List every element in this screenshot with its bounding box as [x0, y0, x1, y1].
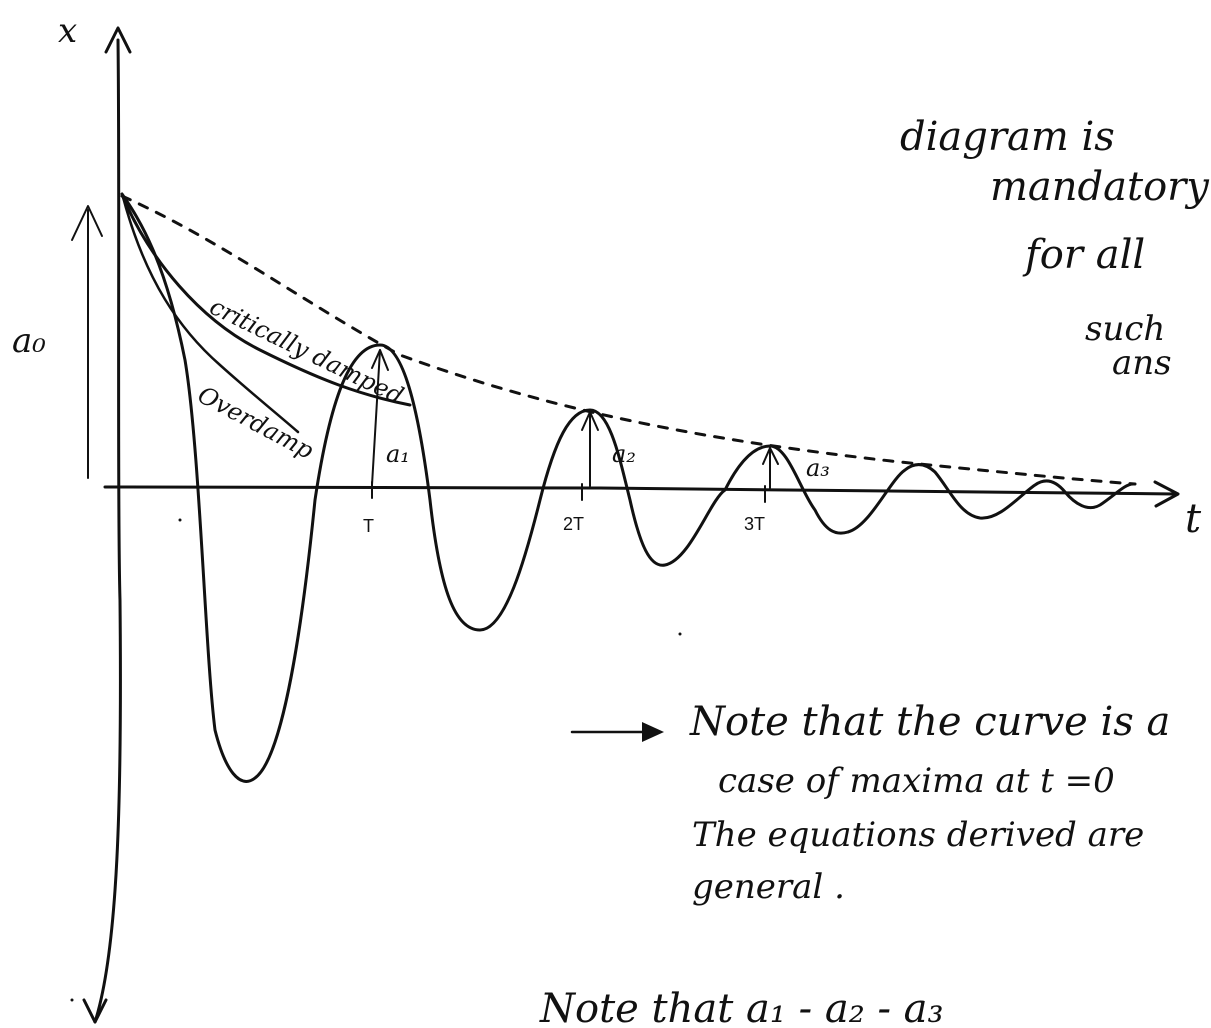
- note-arrow: [570, 722, 664, 742]
- overdamped-curve: [121, 195, 300, 434]
- time-axis: [103, 480, 1180, 508]
- vertical-axis: [82, 26, 132, 1024]
- overdamp-label: Overdamp: [193, 381, 318, 465]
- side-note-line-5: ans: [1112, 343, 1172, 383]
- decay-envelope: [120, 194, 1137, 486]
- underdamped-curve: [120, 192, 1135, 783]
- note-line-4: general .: [692, 867, 845, 907]
- bottom-note: Note that a₁ - a₂ - a₃: [539, 986, 944, 1028]
- tick-label-3T: 3T: [744, 514, 765, 534]
- stray-marks: [70, 518, 682, 1002]
- amplitude-a3-label: a₃: [806, 454, 830, 482]
- amplitude-a0-label: a₀: [12, 321, 46, 361]
- side-note: diagram is mandatory for all such ans: [900, 114, 1210, 383]
- x-axis-label: x: [58, 11, 77, 51]
- note-line-2: case of maxima at t =0: [718, 761, 1115, 801]
- tick-label-2T: 2T: [563, 514, 584, 534]
- amplitude-a2-label: a₂: [612, 440, 636, 468]
- note-block: Note that the curve is a case of maxima …: [689, 699, 1170, 907]
- side-note-line-4: such: [1085, 309, 1165, 349]
- note-line-3: The equations derived are: [692, 815, 1144, 855]
- note-line-1: Note that the curve is a: [689, 699, 1170, 745]
- amplitude-a1-label: a₁: [386, 440, 410, 468]
- tick-label-T: T: [363, 516, 374, 536]
- amplitude-a1-arrow: [371, 349, 389, 486]
- critically-damped-curve: [121, 195, 412, 407]
- amplitude-a2-arrow: [581, 411, 599, 487]
- side-note-line-2: mandatory: [990, 164, 1210, 210]
- side-note-line-1: diagram is: [900, 114, 1115, 160]
- amplitude-a3-arrow: [762, 447, 779, 489]
- amplitude-a0-arrow: [71, 205, 103, 479]
- t-axis-label: t: [1185, 496, 1202, 542]
- side-note-line-3: for all: [1022, 232, 1145, 278]
